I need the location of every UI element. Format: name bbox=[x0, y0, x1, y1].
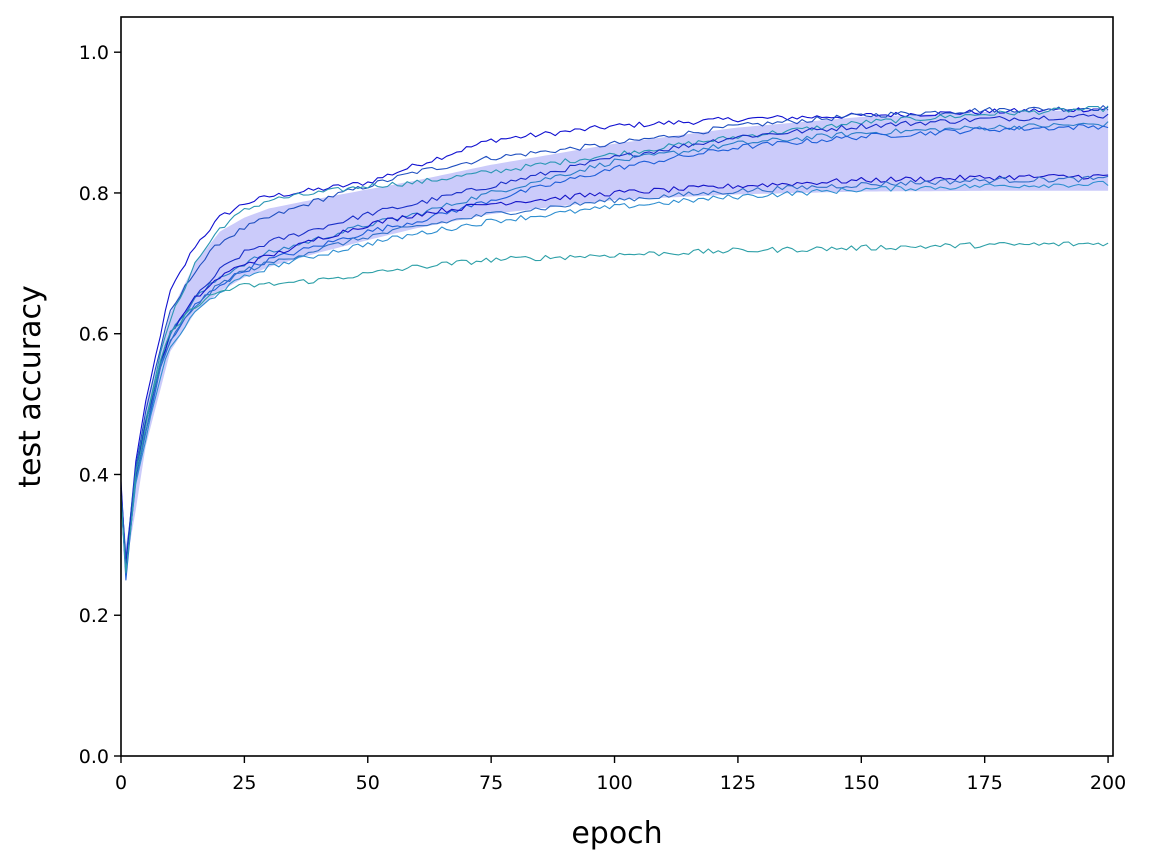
x-tick-label: 50 bbox=[356, 772, 380, 794]
y-tick-label: 0.2 bbox=[79, 605, 109, 627]
x-tick-label: 25 bbox=[232, 772, 256, 794]
series-line-3 bbox=[120, 105, 1109, 574]
y-tick-label: 0.4 bbox=[79, 464, 109, 486]
series-line-6 bbox=[120, 124, 1109, 581]
x-tick-label: 175 bbox=[967, 772, 1003, 794]
series-layer bbox=[120, 105, 1109, 581]
series-line-10 bbox=[120, 241, 1109, 574]
x-axis-label: epoch bbox=[571, 816, 662, 851]
series-line-8 bbox=[120, 175, 1109, 574]
x-axis-ticks: 0 25 50 75 100 125 150 175 200 bbox=[115, 756, 1126, 794]
series-line-2 bbox=[120, 105, 1109, 560]
series-line-9 bbox=[120, 180, 1109, 574]
y-axis-ticks: 0.0 0.2 0.4 0.6 0.8 1.0 bbox=[79, 42, 121, 768]
y-axis-label: test accuracy bbox=[13, 285, 48, 488]
x-tick-label: 125 bbox=[720, 772, 756, 794]
series-line-1 bbox=[120, 106, 1109, 567]
y-tick-label: 0.8 bbox=[79, 183, 109, 205]
x-tick-label: 0 bbox=[115, 772, 127, 794]
confidence-band bbox=[121, 109, 1109, 567]
series-line-4 bbox=[120, 113, 1109, 567]
y-tick-label: 1.0 bbox=[79, 42, 109, 64]
x-tick-label: 150 bbox=[843, 772, 879, 794]
x-tick-label: 75 bbox=[479, 772, 503, 794]
x-tick-label: 200 bbox=[1090, 772, 1126, 794]
confidence-band-layer bbox=[121, 109, 1109, 567]
series-line-7 bbox=[120, 173, 1109, 567]
plot-frame bbox=[120, 16, 1114, 757]
y-tick-label: 0.6 bbox=[79, 324, 109, 346]
y-tick-label: 0.0 bbox=[79, 746, 109, 768]
x-tick-label: 100 bbox=[596, 772, 632, 794]
